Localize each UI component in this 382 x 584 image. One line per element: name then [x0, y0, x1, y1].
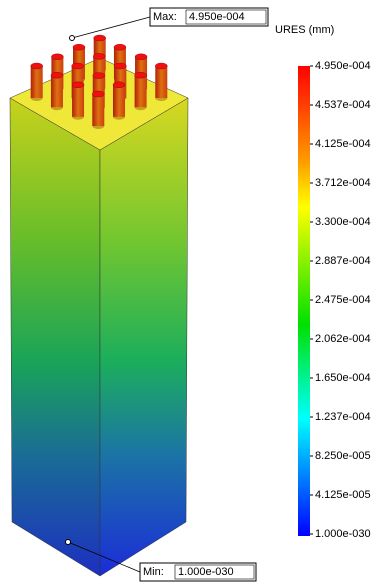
legend-label: 2.887e-004 — [315, 255, 371, 267]
legend-labels: 4.950e-004 4.537e-004 4.125e-004 3.712e-004… — [310, 60, 371, 540]
pin-top — [113, 82, 125, 88]
pin-top — [135, 54, 147, 60]
legend-label: 2.475e-004 — [315, 294, 371, 306]
pin-top — [51, 72, 63, 78]
pin-top — [72, 63, 84, 69]
pin-top — [73, 44, 85, 50]
right-face — [100, 98, 188, 576]
max-value: 4.950e-004 — [189, 11, 245, 23]
pin-top — [135, 72, 147, 78]
pin-body — [92, 94, 104, 126]
pin-top — [114, 63, 126, 69]
pin-top — [92, 91, 104, 97]
legend-label: 2.062e-004 — [315, 333, 371, 345]
color-bar — [298, 66, 310, 536]
pin-top — [94, 35, 106, 41]
legend-label: 4.125e-005 — [315, 489, 371, 501]
max-label: Max: — [153, 11, 177, 23]
min-point — [66, 540, 71, 545]
legend-label: 4.125e-004 — [315, 138, 371, 150]
legend-label: 1.000e-030 — [315, 528, 371, 540]
pin-top — [93, 53, 105, 59]
legend-label: 4.950e-004 — [315, 60, 371, 72]
pin-body — [155, 66, 167, 98]
legend-label: 8.250e-005 — [315, 450, 371, 462]
pin-body — [31, 66, 43, 98]
min-label: Min: — [143, 566, 164, 578]
legend-title: URES (mm) — [275, 24, 334, 36]
legend-label: 3.300e-004 — [315, 216, 371, 228]
legend-label: 3.712e-004 — [315, 177, 371, 189]
max-point — [70, 36, 75, 41]
left-face — [10, 98, 100, 576]
result-view: Max: 4.950e-004 Min: 1.000e-030 URES (mm… — [0, 0, 382, 584]
legend-label: 1.237e-004 — [315, 411, 371, 423]
pin-body — [72, 85, 84, 117]
pin-top — [51, 54, 63, 60]
pin-top — [31, 63, 43, 69]
max-leader — [72, 17, 150, 38]
pin-body — [113, 85, 125, 117]
pin-top — [114, 44, 126, 50]
pin-body — [51, 75, 63, 107]
pin-top — [72, 82, 84, 88]
pin-body — [135, 75, 147, 107]
legend-label: 1.650e-004 — [315, 372, 371, 384]
legend-label: 4.537e-004 — [315, 99, 371, 111]
min-value: 1.000e-030 — [178, 566, 234, 578]
pin-top — [93, 73, 105, 79]
pin-top — [155, 63, 167, 69]
